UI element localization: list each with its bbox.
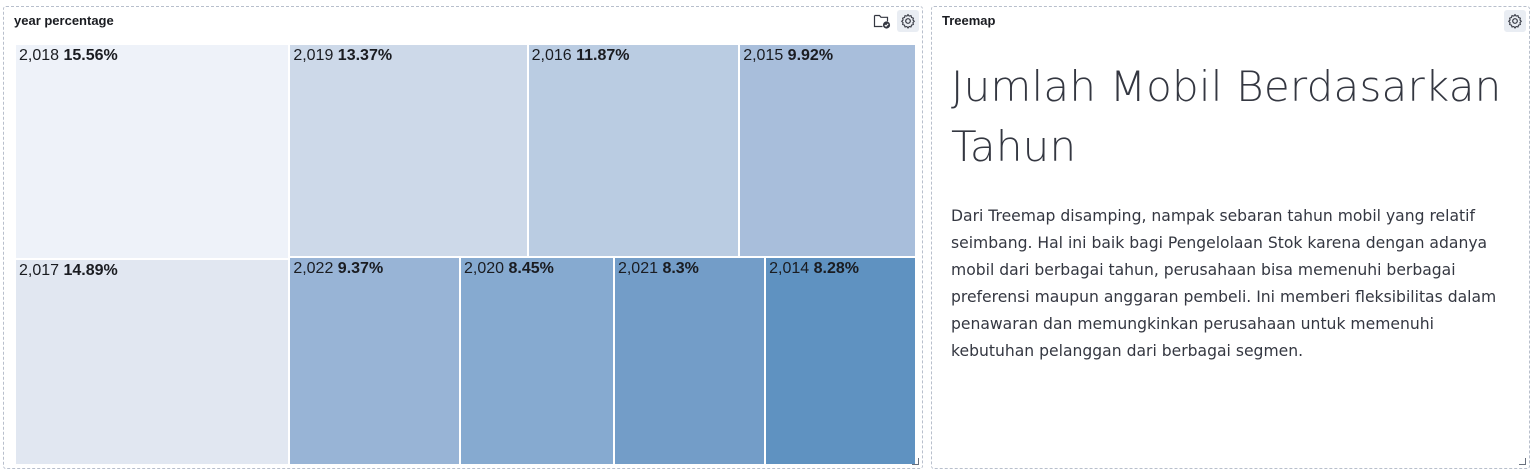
resize-handle-icon[interactable] bbox=[1519, 458, 1526, 465]
treemap-cell-2021[interactable]: 2,021 8.3% bbox=[613, 256, 766, 465]
treemap-percent-label: 14.89% bbox=[63, 262, 118, 280]
treemap-percent-label: 11.87% bbox=[576, 47, 630, 64]
year-percentage-panel: year percentage 2,018 15.56% 2,017 14.89%… bbox=[3, 6, 923, 469]
treemap-cell-label: 2,019 13.37% bbox=[293, 47, 392, 65]
treemap-percent-label: 8.28% bbox=[813, 259, 860, 277]
treemap-cell-2017[interactable]: 2,017 14.89% bbox=[15, 259, 290, 465]
folder-check-icon[interactable] bbox=[871, 10, 893, 32]
treemap-percent-label: 8.3% bbox=[662, 259, 699, 277]
treemap-year-label: 2,017 bbox=[19, 262, 64, 280]
treemap-cell-label: 2,021 8.3% bbox=[618, 260, 699, 278]
treemap-year-label: 2,014 bbox=[769, 259, 814, 277]
treemap-year-label: 2,020 bbox=[464, 259, 509, 277]
treemap-cell-2014[interactable]: 2,014 8.28% bbox=[765, 256, 916, 465]
treemap-cell-label: 2,018 15.56% bbox=[19, 47, 118, 65]
treemap-cell-2020[interactable]: 2,020 8.45% bbox=[460, 256, 614, 465]
resize-handle-icon[interactable] bbox=[912, 458, 919, 465]
treemap-percent-label: 9.92% bbox=[787, 47, 834, 64]
markdown-paragraph: Dari Treemap disamping, nampak sebaran t… bbox=[951, 207, 1497, 360]
treemap-cell-2015[interactable]: 2,015 9.92% bbox=[739, 44, 916, 257]
gear-icon[interactable] bbox=[897, 10, 919, 32]
treemap-cell-2018[interactable]: 2,018 15.56% bbox=[15, 44, 290, 260]
treemap-cell-2016[interactable]: 2,016 11.87% bbox=[527, 44, 740, 257]
treemap-cell-label: 2,020 8.45% bbox=[464, 260, 554, 278]
panel-title: Treemap bbox=[942, 13, 996, 28]
treemap-cell-2022[interactable]: 2,022 9.37% bbox=[289, 256, 460, 465]
treemap-year-label: 2,022 bbox=[293, 259, 338, 277]
treemap-percent-label: 13.37% bbox=[337, 47, 393, 64]
treemap-year-label: 2,016 bbox=[531, 47, 577, 64]
treemap-cell-label: 2,015 9.92% bbox=[743, 47, 833, 65]
treemap-percent-label: 9.37% bbox=[337, 259, 384, 277]
treemap-cell-label: 2,014 8.28% bbox=[769, 260, 859, 278]
treemap-cell-label: 2,022 9.37% bbox=[293, 260, 383, 278]
panel-title: year percentage bbox=[14, 13, 114, 28]
treemap-year-label: 2,018 bbox=[19, 47, 64, 64]
gear-icon[interactable] bbox=[1504, 10, 1526, 32]
treemap-year-label: 2,015 bbox=[743, 47, 788, 64]
treemap-cell-2019[interactable]: 2,019 13.37% bbox=[289, 44, 528, 257]
treemap-year-label: 2,021 bbox=[617, 259, 663, 277]
treemap-markdown-panel: Treemap Jumlah Mobil Berdasarkan Tahun D… bbox=[931, 6, 1530, 469]
treemap-percent-label: 15.56% bbox=[63, 47, 118, 64]
treemap-year-label: 2,019 bbox=[293, 47, 338, 64]
treemap-chart: 2,018 15.56% 2,017 14.89% 2,019 13.37% 2,01… bbox=[15, 44, 916, 465]
treemap-percent-label: 8.45% bbox=[508, 259, 554, 277]
markdown-heading: Jumlah Mobil Berdasarkan Tahun bbox=[951, 62, 1502, 171]
treemap-cell-label: 2,017 14.89% bbox=[19, 262, 118, 280]
treemap-cell-label: 2,016 11.87% bbox=[532, 47, 630, 65]
